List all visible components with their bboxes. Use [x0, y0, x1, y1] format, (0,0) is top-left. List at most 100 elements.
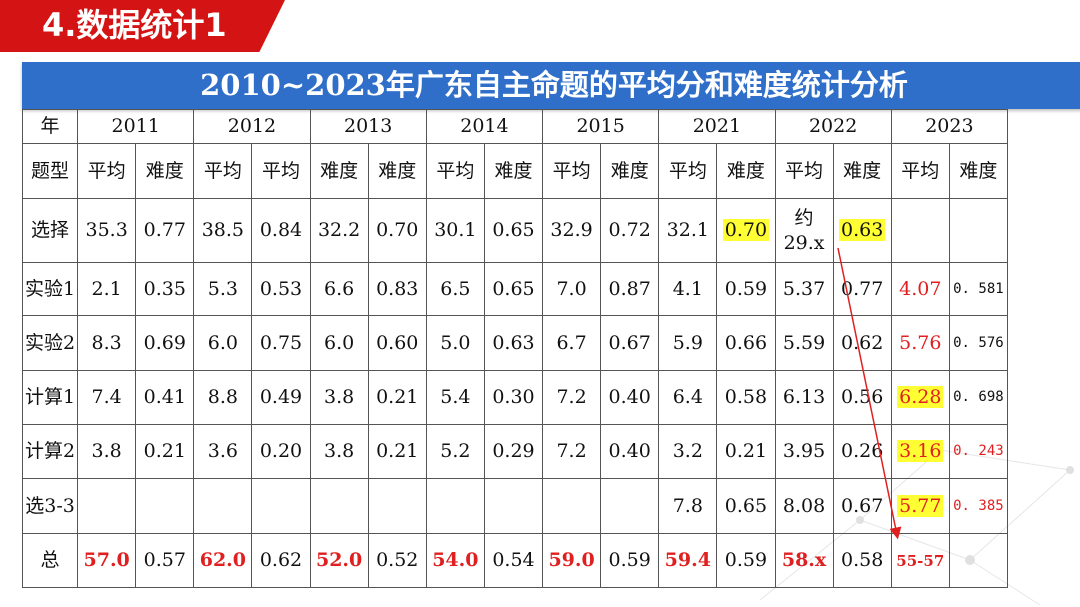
table-cell: 0.26 — [832, 424, 892, 479]
table-cell: 0.62 — [251, 533, 311, 588]
subheader-cell: 难度 — [832, 143, 892, 199]
table-cell: 0.59 — [716, 533, 776, 588]
table-cell: 38.5 — [193, 198, 253, 263]
table-cell: 57.0 — [77, 533, 137, 588]
table-cell — [600, 478, 660, 534]
table-cell: 5.3 — [193, 262, 253, 316]
table-cell: 0.59 — [716, 262, 776, 316]
subheader-cell: 难度 — [483, 143, 544, 199]
table-cell: 0.53 — [251, 262, 311, 316]
table-cell: 0.54 — [483, 533, 544, 588]
table-cell: 约29.x — [774, 198, 834, 263]
table-cell: 5.9 — [658, 315, 718, 371]
year-header: 2014 — [425, 109, 544, 144]
year-header: 2013 — [309, 109, 427, 144]
table-cell: 5.2 — [425, 424, 485, 479]
table-row: 实验1 2.1 0.35 5.3 0.53 6.6 0.83 6.5 0.65 7.0 0.87 4.… — [21, 262, 1009, 316]
subheader-cell: 平均 — [658, 143, 718, 199]
table-title: 2010~2023年广东自主命题的平均分和难度统计分析 — [200, 68, 908, 102]
table-cell: 0.83 — [367, 262, 427, 316]
table-cell: 7.8 — [658, 478, 718, 534]
table-cell: 6.4 — [658, 370, 718, 425]
year-header: 2021 — [658, 109, 776, 144]
year-header: 2012 — [193, 109, 311, 144]
table-cell: 3.95 — [774, 424, 834, 479]
year-header: 2015 — [542, 109, 660, 144]
row-label: 实验2 — [21, 315, 79, 371]
table-row: 计算1 7.4 0.41 8.8 0.49 3.8 0.21 5.4 0.30 7.2 0.40 6.… — [21, 370, 1009, 425]
table-cell: 4.07 — [890, 262, 950, 316]
table-row: 计算2 3.8 0.21 3.6 0.20 3.8 0.21 5.2 0.29 7.2 0.40 3.… — [21, 424, 1009, 479]
table-cell: 0.20 — [251, 424, 311, 479]
table-cell: 8.3 — [77, 315, 137, 371]
highlighted-value: 0.70 — [722, 219, 770, 241]
table-cell — [483, 478, 544, 534]
table-cell — [309, 478, 369, 534]
table-cell: 0.72 — [600, 198, 660, 263]
slide-title: 4.数据统计1 — [42, 6, 227, 44]
table-cell: 3.8 — [309, 370, 369, 425]
table-body: 选择 35.3 0.77 38.5 0.84 32.2 0.70 30.1 0.65 32.9 0.… — [21, 198, 1009, 588]
table-cell: 5.59 — [774, 315, 834, 371]
table-cell: 0.69 — [135, 315, 195, 371]
subheader-cell: 难度 — [309, 143, 369, 199]
table-cell: 0.21 — [135, 424, 195, 479]
table-cell: 59.0 — [542, 533, 602, 588]
year-header: 2023 — [890, 109, 1009, 144]
table-cell: 32.1 — [658, 198, 718, 263]
table-cell: 3.8 — [309, 424, 369, 479]
table-cell — [948, 533, 1009, 588]
table-row: 选择 35.3 0.77 38.5 0.84 32.2 0.70 30.1 0.65 32.9 0.… — [21, 198, 1009, 263]
table-cell: 0.40 — [600, 370, 660, 425]
table-cell: 6.0 — [309, 315, 369, 371]
table-cell: 3.16 — [890, 424, 950, 479]
table-cell: 0.66 — [716, 315, 776, 371]
row-label: 选择 — [21, 198, 79, 263]
table-cell: 30.1 — [425, 198, 485, 263]
statistics-table: 年 2011 2012 2013 2014 2015 2021 2022 202… — [21, 109, 1009, 588]
table-cell: 0.41 — [135, 370, 195, 425]
subheader-cell: 难度 — [948, 143, 1009, 199]
table-cell — [135, 478, 195, 534]
subheader-cell: 难度 — [367, 143, 427, 199]
table-cell: 35.3 — [77, 198, 137, 263]
table-cell: 0. 243 — [948, 424, 1009, 479]
table-cell: 0.70 — [367, 198, 427, 263]
subheader-cell: 平均 — [193, 143, 253, 199]
table-row: 实验2 8.3 0.69 6.0 0.75 6.0 0.60 5.0 0.63 6.7 0.67 5.… — [21, 315, 1009, 371]
slide-title-banner — [0, 0, 285, 52]
table-cell: 6.5 — [425, 262, 485, 316]
table-cell: 4.1 — [658, 262, 718, 316]
table-cell: 0.56 — [832, 370, 892, 425]
table-cell: 0.30 — [483, 370, 544, 425]
table-cell: 32.2 — [309, 198, 369, 263]
table-cell: 0.87 — [600, 262, 660, 316]
type-label: 题型 — [21, 143, 79, 199]
row-label: 总 — [21, 533, 79, 588]
row-label: 计算2 — [21, 424, 79, 479]
table-cell: 0.77 — [832, 262, 892, 316]
table-cell: 0.65 — [483, 262, 544, 316]
corner-cell: 年 — [21, 109, 79, 144]
table-cell: 0.63 — [483, 315, 544, 371]
table-cell: 62.0 — [193, 533, 253, 588]
highlighted-value: 0.63 — [839, 219, 886, 241]
table-cell: 52.0 — [309, 533, 369, 588]
table-cell: 5.76 — [890, 315, 950, 371]
subheader-cell: 平均 — [890, 143, 950, 199]
table-cell: 3.6 — [193, 424, 253, 479]
highlighted-value: 5.77 — [897, 494, 944, 517]
table-cell — [251, 478, 311, 534]
year-header: 2011 — [77, 109, 195, 144]
subheader-cell: 平均 — [542, 143, 602, 199]
table-cell: 0.57 — [135, 533, 195, 588]
table-cell: 7.2 — [542, 370, 602, 425]
table-cell — [425, 478, 485, 534]
table-cell: 8.8 — [193, 370, 253, 425]
table-cell: 6.7 — [542, 315, 602, 371]
table-cell: 0. 698 — [948, 370, 1009, 425]
table-cell: 0.65 — [483, 198, 544, 263]
table-cell: 58.x — [774, 533, 834, 588]
table-cell: 54.0 — [425, 533, 485, 588]
subheader-cell: 难度 — [135, 143, 195, 199]
